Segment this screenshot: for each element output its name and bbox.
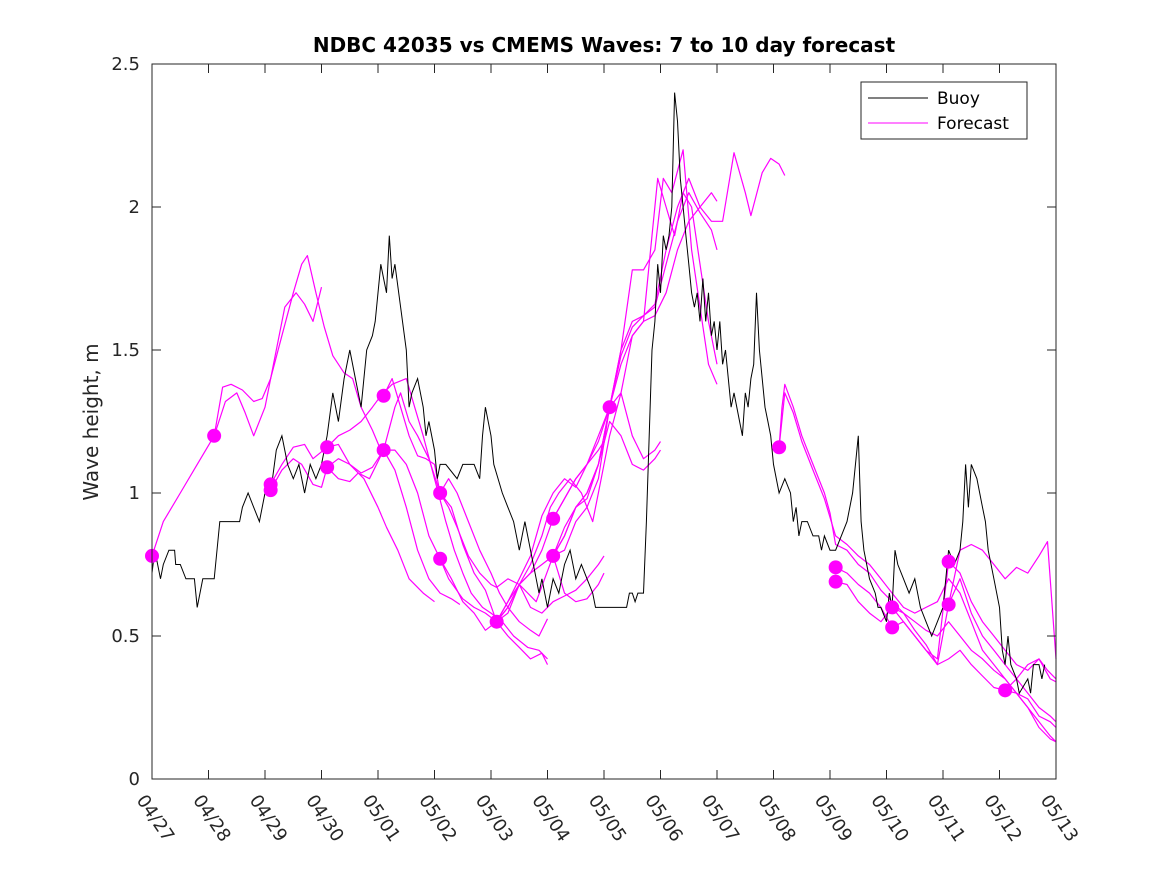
y-axis: 0 0.5 1 1.5 2 2.5 [111,54,1056,790]
forecast-marker [602,400,617,415]
forecast-marker [885,600,900,615]
forecast-marker [320,460,335,475]
forecast-line [439,478,549,637]
forecast-marker [320,440,335,455]
forecast-line [948,541,1057,659]
forecast-line [496,177,718,623]
forecast-line [835,566,1057,728]
forecast-marker [772,440,787,455]
legend-buoy-label: Buoy [937,89,980,109]
legend: Buoy Forecast [860,81,1028,140]
y-tick-label: 2.5 [111,54,140,75]
forecast-marker [885,620,900,635]
forecast-marker [998,683,1013,698]
series-layer [151,92,1057,743]
y-axis-label: Wave height, m [79,343,103,500]
forecast-line [552,149,718,519]
buoy-line [151,92,1046,695]
y-tick-label: 1 [129,483,140,504]
forecast-marker [207,428,222,443]
plot-area [145,63,1057,780]
forecast-marker [828,560,843,575]
forecast-marker [376,443,391,458]
forecast-marker [433,486,448,500]
forecast-marker [263,477,278,492]
forecast-line [151,255,382,557]
forecast-line [326,392,605,623]
forecast-line [213,286,323,437]
y-tick-label: 1.5 [111,340,140,361]
forecast-marker [489,614,504,629]
marker-layer [145,388,1013,698]
forecast-line [1004,658,1057,691]
y-tick-label: 0.5 [111,626,140,647]
forecast-marker [546,548,561,563]
chart-title: NDBC 42035 vs CMEMS Waves: 7 to 10 day f… [313,33,896,57]
forecast-marker [433,551,448,566]
legend-forecast-label: Forecast [937,114,1009,134]
forecast-line [383,378,605,614]
legend-box [860,81,1028,140]
forecast-marker [376,388,391,403]
y-tick-label: 2 [129,197,140,218]
forecast-marker [828,574,843,589]
forecast-line [383,449,461,605]
forecast-line [552,420,662,557]
forecast-line [270,458,435,603]
y-tick-label: 0 [129,769,140,790]
forecast-marker [941,597,956,612]
forecast-line [778,392,1057,743]
forecast-marker [546,511,561,526]
forecast-marker [941,554,956,569]
forecast-line [496,441,605,622]
